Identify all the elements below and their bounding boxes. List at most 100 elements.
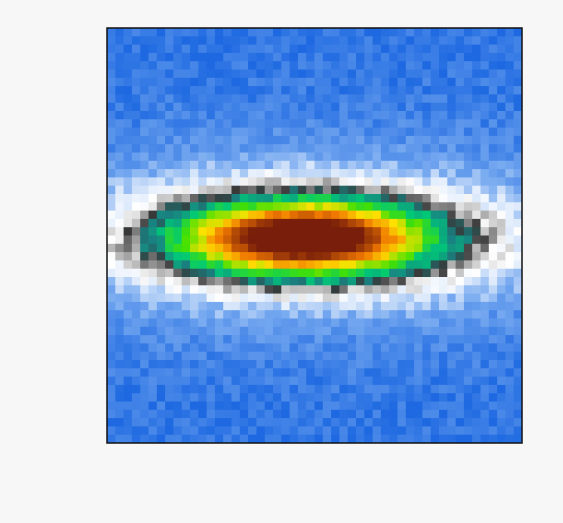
pixel <box>290 202 299 211</box>
pixel <box>348 360 357 369</box>
pixel <box>157 177 166 186</box>
pixel <box>364 211 373 220</box>
pixel <box>140 260 149 269</box>
pixel <box>207 177 216 186</box>
pixel <box>198 53 207 62</box>
pixel <box>281 144 290 153</box>
pixel <box>389 194 398 203</box>
pixel <box>456 61 465 70</box>
pixel <box>323 252 332 261</box>
pixel <box>381 343 390 352</box>
pixel <box>472 335 481 344</box>
pixel <box>182 377 191 386</box>
pixel <box>364 385 373 394</box>
pixel <box>472 244 481 253</box>
pixel <box>198 227 207 236</box>
pixel <box>481 202 490 211</box>
pixel <box>315 310 324 319</box>
pixel <box>398 377 407 386</box>
pixel <box>356 111 365 120</box>
pixel <box>331 343 340 352</box>
pixel <box>182 418 191 427</box>
pixel <box>173 28 182 37</box>
pixel <box>232 260 241 269</box>
pixel <box>157 269 166 278</box>
pixel <box>140 327 149 336</box>
pixel <box>464 144 473 153</box>
pixel <box>422 28 431 37</box>
pixel <box>339 319 348 328</box>
pixel <box>439 161 448 170</box>
pixel <box>107 260 116 269</box>
pixel <box>356 78 365 87</box>
pixel <box>431 435 440 444</box>
pixel <box>364 53 373 62</box>
pixel <box>140 111 149 120</box>
pixel <box>115 285 124 294</box>
pixel <box>290 169 299 178</box>
pixel <box>115 402 124 411</box>
pixel <box>240 61 249 70</box>
pixel <box>398 119 407 128</box>
pixel <box>414 368 423 377</box>
pixel <box>198 94 207 103</box>
pixel <box>348 219 357 228</box>
pixel <box>149 352 158 361</box>
pixel <box>149 418 158 427</box>
pixel <box>481 211 490 220</box>
pixel <box>124 335 133 344</box>
pixel <box>182 368 191 377</box>
pixel <box>190 335 199 344</box>
pixel <box>373 119 382 128</box>
pixel <box>281 111 290 120</box>
pixel <box>256 260 265 269</box>
pixel <box>232 169 241 178</box>
pixel <box>281 28 290 37</box>
pixel <box>281 319 290 328</box>
pixel <box>505 426 514 435</box>
pixel <box>207 435 216 444</box>
pixel <box>422 368 431 377</box>
pixel <box>447 28 456 37</box>
pixel <box>364 327 373 336</box>
pixel <box>398 28 407 37</box>
pixel <box>265 144 274 153</box>
pixel <box>157 128 166 137</box>
pixel <box>364 45 373 54</box>
pixel <box>298 335 307 344</box>
pixel <box>348 128 357 137</box>
pixel <box>232 368 241 377</box>
pixel <box>165 335 174 344</box>
pixel <box>132 169 141 178</box>
pixel <box>306 393 315 402</box>
pixel <box>232 161 241 170</box>
pixel <box>240 302 249 311</box>
pixel <box>281 61 290 70</box>
pixel <box>422 78 431 87</box>
pixel <box>223 277 232 286</box>
pixel <box>447 294 456 303</box>
pixel <box>132 78 141 87</box>
pixel <box>165 36 174 45</box>
pixel <box>431 28 440 37</box>
pixel <box>356 94 365 103</box>
pixel <box>414 153 423 162</box>
pixel <box>198 70 207 79</box>
pixel <box>281 327 290 336</box>
pixel <box>464 393 473 402</box>
pixel <box>447 211 456 220</box>
pixel <box>115 211 124 220</box>
pixel <box>348 78 357 87</box>
pixel <box>331 269 340 278</box>
pixel <box>157 86 166 95</box>
pixel <box>464 78 473 87</box>
pixel <box>381 194 390 203</box>
pixel <box>315 36 324 45</box>
pixel <box>439 244 448 253</box>
pixel <box>248 368 257 377</box>
pixel <box>290 294 299 303</box>
pixel <box>306 103 315 112</box>
pixel <box>323 186 332 195</box>
pixel <box>173 360 182 369</box>
pixel <box>315 186 324 195</box>
